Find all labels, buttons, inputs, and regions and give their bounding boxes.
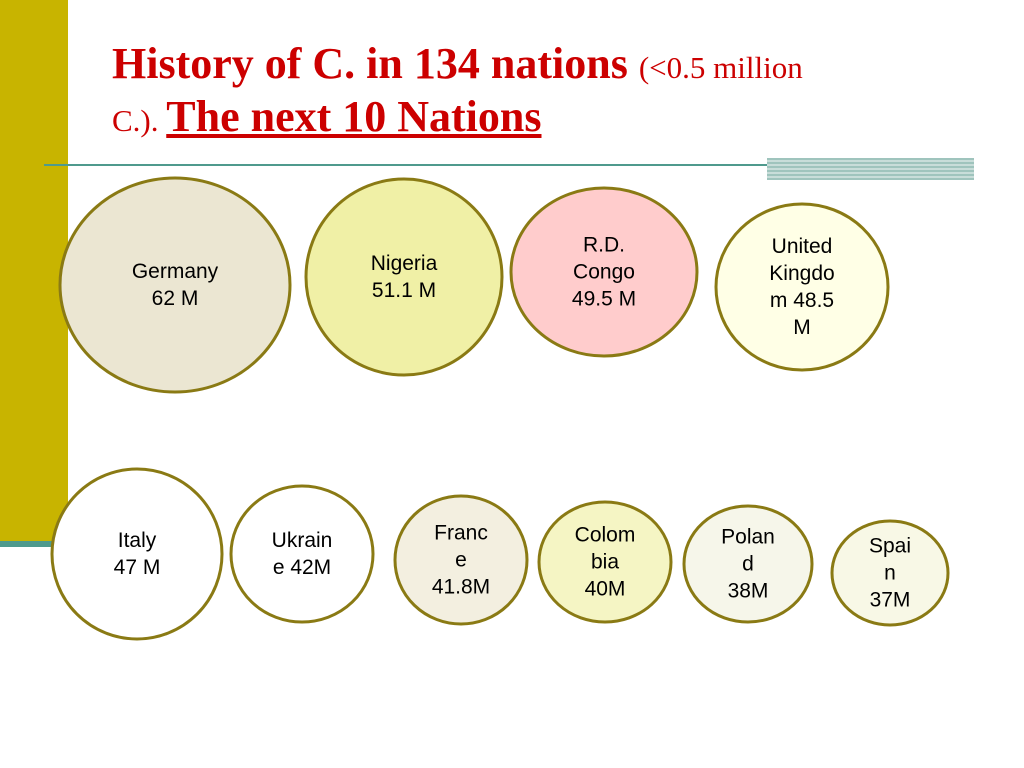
bubble-label-france: Franc e 41.8M (431, 521, 491, 599)
bubble-ukraine (229, 484, 375, 624)
bubble-label-germany: Germany 62 M (131, 260, 219, 310)
bubble-spain (830, 519, 950, 627)
title-bar-right (767, 158, 974, 180)
bubble-r-d-congo (509, 186, 699, 358)
slide-title: History of C. in 134 nations (<0.5 milli… (112, 38, 812, 144)
bubble-label-colombia: Colom bia 40M (574, 523, 636, 601)
bubble-france (393, 494, 529, 626)
bubble-germany (58, 176, 292, 394)
bubble-italy (50, 467, 224, 641)
bubble-label-ukraine: Ukrain e 42M (271, 529, 333, 579)
bubble-colombia (537, 500, 673, 624)
title-rule (44, 164, 767, 166)
bubble-label-spain: Spai n 37M (868, 534, 912, 612)
title-main: History of C. in 134 nations (112, 39, 639, 88)
bubble-label-nigeria: Nigeria 51.1 M (370, 252, 438, 302)
bubble-label-united-kingdom: United Kingdo m 48.5 M (769, 235, 835, 339)
accent-bar (0, 0, 68, 541)
title-dot: . (150, 102, 167, 138)
bubble-label-poland: Polan d 38M (721, 525, 775, 603)
title-paren: (<0.5 million C.) (112, 50, 803, 138)
bubble-label-r-d-congo: R.D. Congo 49.5 M (571, 233, 637, 311)
bubble-united-kingdom (714, 202, 890, 372)
bubble-label-italy: Italy 47 M (113, 529, 161, 579)
bubble-poland (682, 504, 814, 624)
bubble-nigeria (304, 177, 504, 377)
title-sub: The next 10 Nations (166, 91, 542, 141)
accent-rule (0, 541, 68, 547)
